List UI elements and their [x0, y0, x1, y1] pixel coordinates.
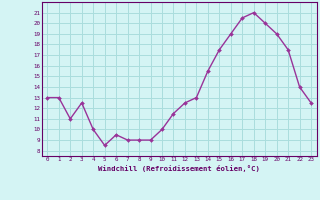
X-axis label: Windchill (Refroidissement éolien,°C): Windchill (Refroidissement éolien,°C)	[98, 165, 260, 172]
